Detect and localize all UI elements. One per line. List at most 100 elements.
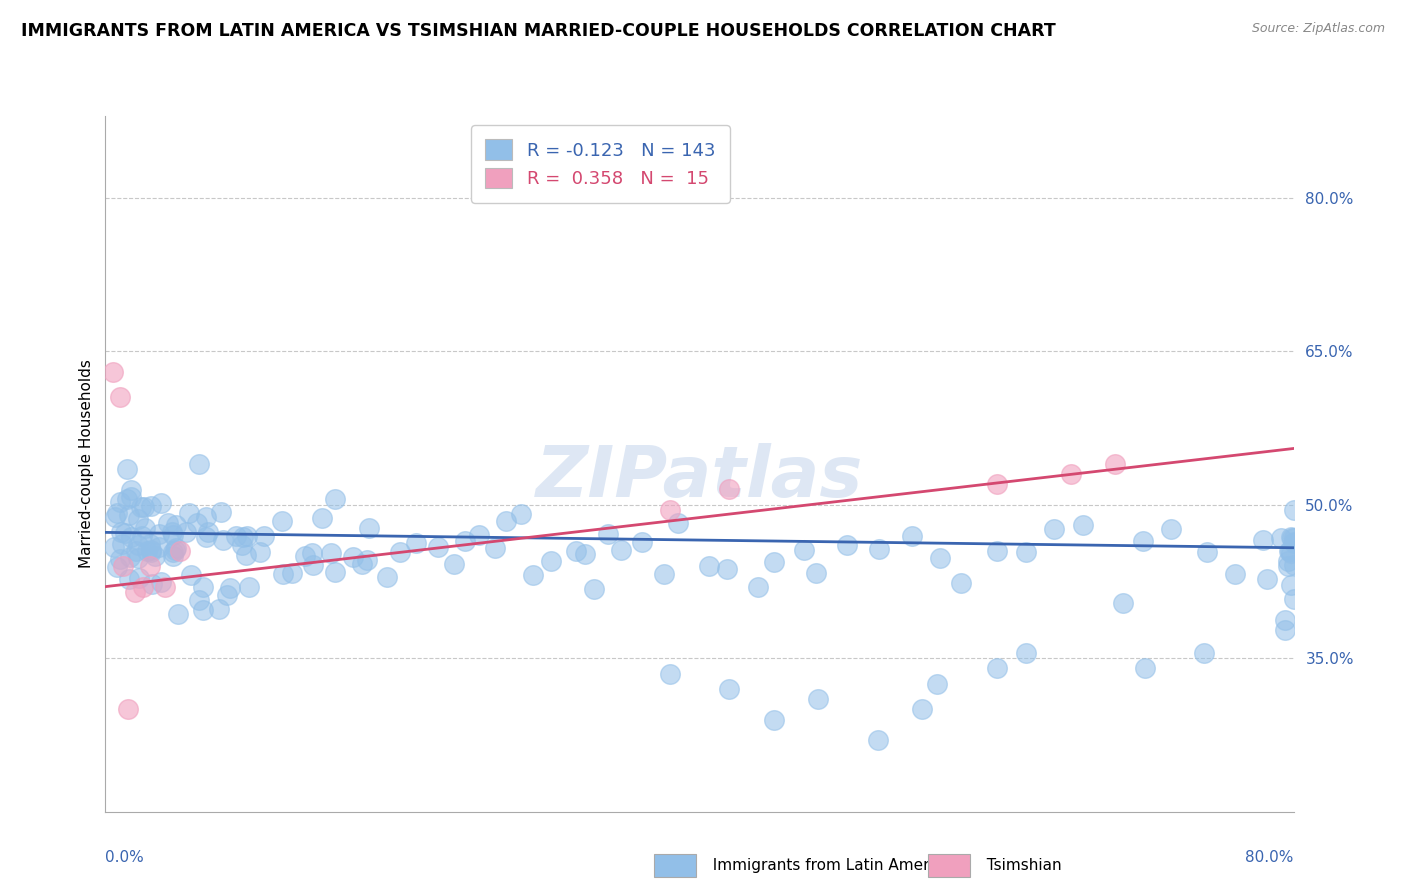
Point	[150, 496, 173, 510]
Point	[129, 500, 152, 514]
Point	[986, 661, 1008, 675]
Point	[148, 540, 170, 554]
Point	[1015, 646, 1038, 660]
Point	[156, 516, 179, 530]
Point	[153, 580, 176, 594]
Point	[495, 514, 517, 528]
Point	[225, 529, 247, 543]
Point	[195, 530, 218, 544]
Text: 80.0%: 80.0%	[1246, 850, 1294, 865]
Point	[1197, 545, 1219, 559]
Point	[747, 580, 769, 594]
Point	[1282, 534, 1305, 549]
Point	[388, 545, 411, 559]
Point	[125, 544, 148, 558]
Point	[163, 543, 186, 558]
Point	[103, 540, 125, 554]
Point	[179, 506, 201, 520]
Point	[166, 607, 188, 621]
Point	[1071, 517, 1094, 532]
Point	[718, 483, 741, 497]
Point	[165, 517, 187, 532]
Point	[510, 508, 533, 522]
Point	[321, 546, 343, 560]
Point	[807, 692, 830, 706]
Point	[598, 526, 620, 541]
Point	[186, 516, 208, 531]
Point	[1274, 614, 1296, 628]
Point	[136, 544, 159, 558]
Point	[271, 566, 294, 581]
Point	[666, 516, 689, 530]
Point	[658, 666, 681, 681]
Point	[139, 559, 162, 574]
Point	[118, 572, 141, 586]
Point	[426, 540, 449, 554]
Point	[1274, 624, 1296, 638]
Point	[191, 603, 214, 617]
Point	[1160, 522, 1182, 536]
Point	[1281, 532, 1303, 546]
Point	[443, 557, 465, 571]
Point	[630, 535, 652, 549]
Point	[342, 549, 364, 564]
Point	[323, 492, 346, 507]
Text: 0.0%: 0.0%	[105, 850, 145, 865]
Point	[1270, 531, 1292, 545]
Point	[143, 549, 166, 563]
Point	[356, 553, 378, 567]
Point	[1132, 534, 1154, 549]
Point	[1104, 457, 1126, 471]
Point	[139, 537, 162, 551]
Point	[1282, 536, 1305, 550]
Point	[132, 500, 155, 515]
Point	[141, 545, 163, 559]
Point	[231, 538, 253, 552]
Point	[115, 492, 138, 507]
Point	[582, 582, 605, 597]
Point	[120, 483, 142, 497]
Text: IMMIGRANTS FROM LATIN AMERICA VS TSIMSHIAN MARRIED-COUPLE HOUSEHOLDS CORRELATION: IMMIGRANTS FROM LATIN AMERICA VS TSIMSHI…	[21, 22, 1056, 40]
Point	[194, 510, 217, 524]
Point	[540, 554, 562, 568]
Point	[911, 702, 934, 716]
Point	[252, 528, 274, 542]
Point	[301, 546, 323, 560]
Point	[280, 566, 302, 580]
Point	[169, 543, 191, 558]
Point	[114, 526, 136, 541]
Point	[162, 549, 184, 563]
Point	[1279, 546, 1302, 560]
Point	[208, 602, 231, 616]
Point	[522, 568, 544, 582]
Point	[565, 543, 588, 558]
Point	[101, 365, 124, 379]
Point	[124, 584, 146, 599]
Point	[228, 866, 250, 880]
Point	[134, 520, 156, 534]
Point	[294, 549, 316, 563]
Point	[658, 503, 681, 517]
Point	[610, 543, 633, 558]
Point	[301, 558, 323, 573]
Point	[793, 542, 815, 557]
Point	[1278, 544, 1301, 558]
Point	[111, 537, 134, 551]
Point	[110, 390, 132, 404]
Point	[187, 593, 209, 607]
Point	[212, 533, 235, 547]
Point	[110, 552, 132, 566]
Point	[117, 702, 139, 716]
Point	[718, 681, 741, 696]
Point	[107, 506, 129, 520]
Point	[131, 580, 153, 594]
Point	[217, 589, 239, 603]
Point	[323, 565, 346, 579]
Point	[1253, 533, 1275, 547]
Text: Source: ZipAtlas.com: Source: ZipAtlas.com	[1251, 22, 1385, 36]
Point	[238, 580, 260, 594]
Point	[986, 544, 1008, 558]
Point	[1277, 554, 1299, 568]
Point	[104, 509, 127, 524]
Point	[127, 511, 149, 525]
